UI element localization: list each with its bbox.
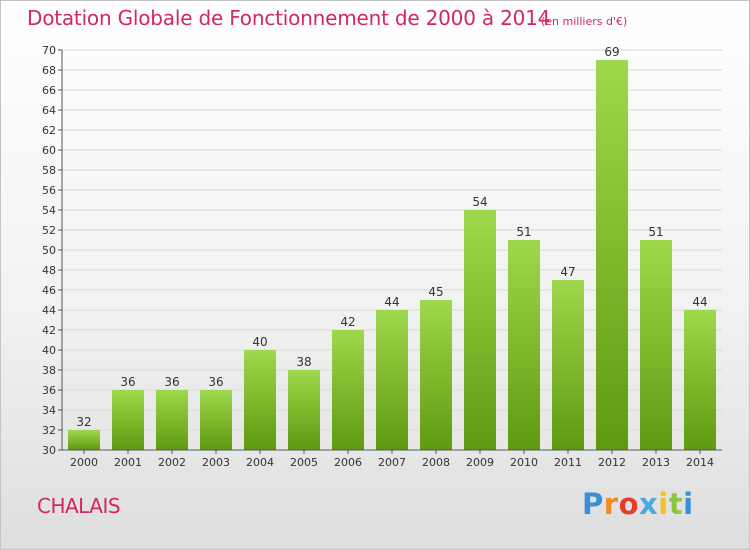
bar[interactable] [288,370,320,450]
y-tick-label: 60 [42,144,56,157]
y-tick-label: 62 [42,124,56,137]
bar-value-label: 69 [604,45,619,59]
bar-value-label: 36 [208,375,223,389]
bar-value-label: 36 [164,375,179,389]
axes-layer: 30 32 34 36 38 40 42 44 46 48 50 52 54 56 58 60 62 64 66 68… [42,44,722,469]
logo-letter: i [658,487,669,521]
x-tick-label: 2010 [510,456,538,469]
bar[interactable] [640,240,672,450]
x-tick-label: 2009 [466,456,494,469]
logo-letter: r [603,487,619,521]
y-tick-label: 42 [42,324,56,337]
y-tick-label: 58 [42,164,56,177]
bar[interactable] [156,390,188,450]
bar[interactable] [684,310,716,450]
x-tick-label: 2006 [334,456,362,469]
y-tick-label: 52 [42,224,56,237]
bar-value-label: 38 [296,355,311,369]
logo-letter: t [668,487,684,521]
bar[interactable] [420,300,452,450]
bar[interactable] [464,210,496,450]
x-tick-label: 2004 [246,456,274,469]
bar-value-label: 44 [692,295,707,309]
bar[interactable] [244,350,276,450]
bar-value-label: 44 [384,295,399,309]
x-tick-label: 2013 [642,456,670,469]
proxiti-logo[interactable]: Proxiti [582,487,694,521]
y-tick-label: 50 [42,244,56,257]
bar-value-label: 40 [252,335,267,349]
bar-value-label: 54 [472,195,487,209]
bar-value-label: 42 [340,315,355,329]
x-tick-label: 2008 [422,456,450,469]
logo-letter: x [639,487,659,521]
bar-value-label: 47 [560,265,575,279]
bar[interactable] [200,390,232,450]
bar[interactable] [68,430,100,450]
y-tick-label: 34 [42,404,56,417]
y-tick-label: 70 [42,44,56,57]
y-tick-label: 66 [42,84,56,97]
logo-letter: P [582,487,604,521]
x-tick-label: 2007 [378,456,406,469]
x-tick-label: 2011 [554,456,582,469]
y-tick-label: 68 [42,64,56,77]
y-tick-label: 56 [42,184,56,197]
bars-layer: 32 36 36 36 40 38 42 44 45 54 51 47 69 51 44 [68,45,716,450]
bar[interactable] [112,390,144,450]
chart-subtitle: (en milliers d'€) [541,15,628,28]
x-tick-label: 2002 [158,456,186,469]
x-tick-label: 2000 [70,456,98,469]
bar[interactable] [552,280,584,450]
y-tick-label: 64 [42,104,56,117]
y-tick-label: 46 [42,284,56,297]
bar-value-label: 51 [516,225,531,239]
bar[interactable] [376,310,408,450]
commune-name: CHALAIS [37,494,121,518]
bar[interactable] [332,330,364,450]
y-tick-label: 30 [42,444,56,457]
bar-value-label: 51 [648,225,663,239]
x-tick-label: 2012 [598,456,626,469]
bar[interactable] [596,60,628,450]
y-tick-label: 48 [42,264,56,277]
y-tick-label: 36 [42,384,56,397]
bar-value-label: 36 [120,375,135,389]
y-tick-label: 38 [42,364,56,377]
bar-value-label: 45 [428,285,443,299]
y-tick-label: 54 [42,204,56,217]
x-tick-label: 2014 [686,456,714,469]
logo-letter: i [683,487,694,521]
y-tick-label: 40 [42,344,56,357]
logo-letter: o [618,487,640,521]
bar[interactable] [508,240,540,450]
x-tick-label: 2003 [202,456,230,469]
y-tick-label: 32 [42,424,56,437]
x-tick-label: 2005 [290,456,318,469]
y-tick-label: 44 [42,304,56,317]
bar-value-label: 32 [76,415,91,429]
x-tick-label: 2001 [114,456,142,469]
chart-title: Dotation Globale de Fonctionnement de 20… [27,6,551,30]
